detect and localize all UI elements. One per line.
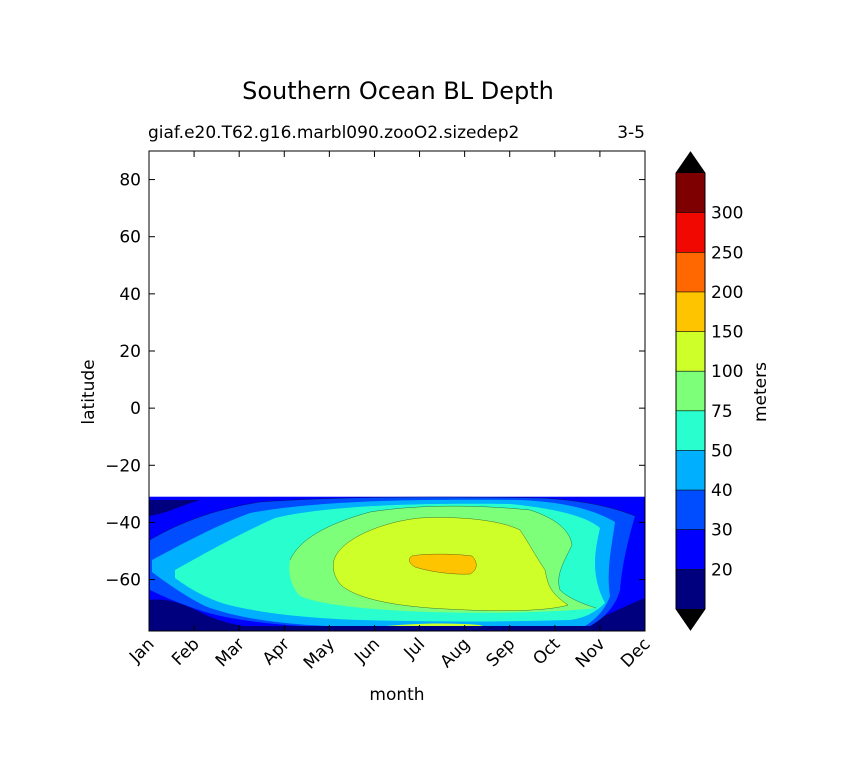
colorbar-tick-label: 40	[711, 481, 733, 501]
colorbar-tick-label: 100	[711, 362, 743, 382]
colorbar-segment	[676, 212, 705, 253]
x-tick-label: Sep	[482, 634, 519, 671]
x-tick-label: Jan	[125, 634, 158, 667]
x-axis-label: month	[369, 685, 424, 705]
colorbar-tick-label: 150	[711, 323, 743, 343]
y-tick-label: 20	[119, 342, 141, 362]
colorbar-tick-label: 300	[711, 204, 743, 224]
colorbar-tick-label: 75	[711, 402, 733, 422]
contour-field	[149, 496, 645, 631]
x-tick-label: Apr	[259, 634, 294, 669]
colorbar-outline	[675, 151, 706, 631]
y-tick-label: 0	[130, 399, 141, 419]
contour-lines	[149, 496, 636, 611]
y-tick-label: 40	[119, 285, 141, 305]
colorbar-extend-min	[676, 609, 705, 630]
colorbar-segment	[676, 529, 705, 570]
contour-band-0-20	[149, 500, 645, 631]
colorbar-tick-label: 20	[711, 560, 733, 580]
x-tick-label: Jun	[350, 634, 384, 668]
y-tick-label: −40	[105, 513, 141, 533]
y-axis: 80 60 40 20 0 −20 −40 −60	[105, 171, 645, 591]
colorbar-segment	[676, 371, 705, 411]
x-tick-label: Dec	[617, 634, 654, 671]
x-tick-label: Jul	[400, 634, 429, 663]
y-tick-label: 80	[119, 171, 141, 191]
y-axis-label: latitude	[79, 359, 99, 424]
colorbar-segment	[676, 173, 705, 213]
colorbar-segment	[676, 490, 705, 530]
x-tick-label: Nov	[572, 634, 610, 672]
x-tick-label: May	[300, 634, 339, 673]
colorbar-tick-label: 250	[711, 243, 743, 263]
colorbar-tick-label: 30	[711, 521, 733, 541]
x-tick-label: Aug	[437, 634, 475, 672]
colorbar-segment	[676, 569, 705, 609]
contour-band-bottom	[149, 626, 645, 631]
chart-title: Southern Ocean BL Depth	[242, 77, 554, 105]
y-tick-label: −20	[105, 456, 141, 476]
colorbar-segment	[676, 450, 705, 491]
colorbar-segment	[676, 410, 705, 451]
colorbar-tick-label: 50	[711, 441, 733, 461]
colorbar-tick-label: 200	[711, 283, 743, 303]
colorbar-segment	[676, 291, 705, 332]
chart-subtitle-left: giaf.e20.T62.g16.marbl090.zooO2.sizedep2	[148, 123, 519, 143]
y-tick-label: −60	[105, 571, 141, 591]
y-tick-label: 60	[119, 228, 141, 248]
x-tick-label: Feb	[168, 634, 203, 669]
chart-subtitle-right: 3-5	[617, 123, 645, 143]
colorbar: 20 30 40 50 75 100 150 200 250 300	[675, 151, 743, 631]
contour-band-150-200	[409, 554, 477, 575]
colorbar-extend-max	[676, 152, 705, 173]
colorbar-segment	[676, 331, 705, 372]
x-tick-label: Oct	[529, 634, 564, 669]
plot-frame	[148, 150, 646, 632]
x-tick-label: Mar	[212, 634, 249, 671]
colorbar-label: meters	[751, 362, 771, 422]
colorbar-segment	[676, 252, 705, 292]
